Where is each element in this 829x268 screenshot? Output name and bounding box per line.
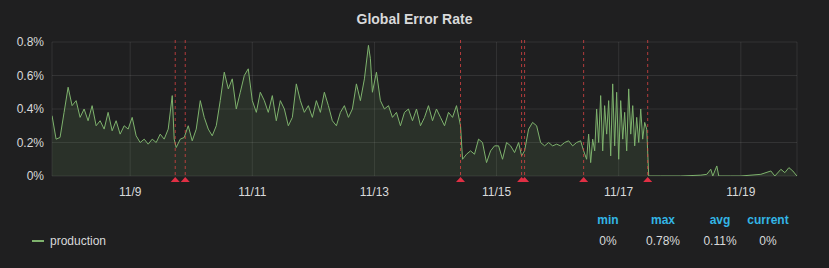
event-line [524,40,525,176]
events [171,40,652,182]
plot-area [52,45,797,176]
stat-value: 0% [599,234,617,248]
stat-header: min [597,213,618,227]
event-marker [456,177,465,182]
y-tick-label: 0.6% [17,69,45,83]
y-grid-line [52,75,797,76]
event-line [460,40,461,176]
x-tick-label: 11/15 [482,185,511,199]
x-range-end [797,42,798,176]
x-grid-line [740,42,741,176]
event-marker [520,177,529,182]
panel-background [0,0,829,268]
event-marker [643,177,652,182]
event-marker [181,177,190,182]
event-line [521,40,522,176]
stat-header: current [747,213,788,227]
y-tick-label: 0% [27,169,45,183]
y-tick-label: 0.2% [17,136,45,150]
legend-label: production [50,234,106,248]
series-area [52,45,797,176]
legend-swatch [32,240,44,242]
stat-value: 0.78% [646,234,680,248]
x-tick-label: 11/13 [360,185,389,199]
event-line [175,40,176,176]
title: Global Error Rate [357,11,473,27]
chart: Global Error Rate 0% 0.2% 0.4% 0.6% 0.8% 11/9 1… [0,0,829,268]
y-grid-line [52,109,797,110]
stat-header: avg [710,213,731,227]
y-grid-line [52,42,797,43]
x-tick-label: 11/17 [604,185,633,199]
stat-header: max [651,213,675,227]
stat-value: 0.11% [703,234,736,248]
x-tick-label: 11/19 [726,185,755,199]
event-marker [171,177,180,182]
y-tick-label: 0.4% [17,102,45,116]
event-line [185,40,186,176]
event-line [647,40,648,176]
x-tick-label: 11/9 [119,185,142,199]
series-line [52,45,797,176]
x-tick-label: 11/11 [238,185,267,199]
grid [52,42,797,176]
event-line [583,40,584,176]
stat-value: 0% [759,234,777,248]
y-tick-label: 0.8% [17,35,45,49]
event-marker [579,177,588,182]
